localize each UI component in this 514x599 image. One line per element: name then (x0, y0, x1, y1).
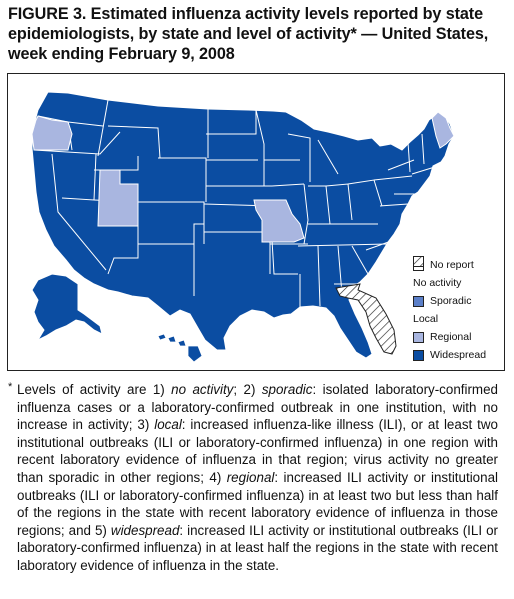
state-hawaii (157, 333, 203, 363)
legend-label: No report (430, 259, 474, 271)
state-borders (33, 99, 439, 308)
local-swatch (413, 256, 424, 267)
map-panel: No report No activity Sporadic Local Reg… (7, 73, 505, 371)
footnote-part: : isolated laboratory-confirmed influenz… (17, 382, 498, 433)
state-oregon (31, 115, 73, 151)
term-regional: regional (226, 469, 275, 485)
legend-label: Regional (430, 331, 472, 343)
footnote-part: ; 2) (233, 382, 262, 397)
term-no-activity: no activity (171, 382, 234, 397)
figure-number: FIGURE 3. (8, 5, 87, 23)
figure-title-text: Estimated influenza activity levels repo… (8, 5, 489, 63)
figure-title: FIGURE 3. Estimated influenza activity l… (8, 4, 508, 64)
legend-item-sporadic: Sporadic (413, 292, 486, 310)
us-map (31, 91, 455, 363)
term-sporadic: sporadic (261, 382, 313, 397)
legend-item-local: Local (413, 256, 486, 328)
footnote-text: Levels of activity are 1) no activity; 2… (8, 381, 498, 575)
footnote-part: : increased ILI activity or institutiona… (17, 469, 498, 538)
legend-item-widespread: Widespread (413, 346, 486, 364)
regional-swatch (413, 331, 424, 343)
legend-label: Local (413, 313, 439, 325)
footnote-part: Levels of activity are 1) (17, 382, 172, 397)
footnote-part: : increased influenza-like illness (ILI)… (17, 417, 498, 485)
legend-label: No activity (413, 277, 462, 289)
footnote-mark: * (8, 381, 13, 393)
legend-label: Sporadic (430, 295, 472, 307)
legend-item-regional: Regional (413, 328, 486, 346)
state-utah (97, 169, 139, 227)
widespread-swatch (413, 349, 424, 361)
sporadic-swatch (413, 295, 424, 307)
contiguous-us-shape (31, 91, 455, 359)
footnote: * Levels of activity are 1) no activity;… (8, 381, 498, 575)
map-legend: No report No activity Sporadic Local Reg… (413, 256, 486, 364)
term-local: local (154, 417, 182, 433)
state-maine (431, 111, 455, 149)
footnote-part: : increased ILI activity or institutiona… (17, 522, 498, 573)
state-alaska (31, 273, 103, 342)
term-widespread: widespread (110, 522, 180, 538)
state-missouri (253, 199, 305, 243)
legend-item-no-activity: No activity (413, 256, 486, 292)
state-florida (335, 283, 397, 355)
legend-label: Widespread (430, 349, 487, 361)
